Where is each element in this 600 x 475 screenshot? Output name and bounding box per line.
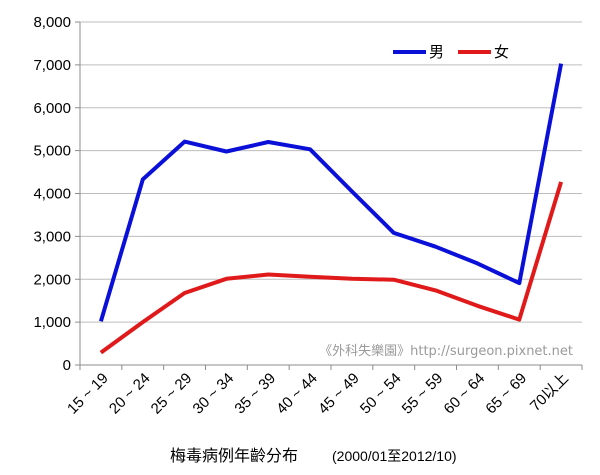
series-line-0 (98, 63, 564, 322)
y-tick-label: 2,000 (33, 271, 71, 288)
y-tick-label: 4,000 (33, 186, 71, 203)
series-line-1 (99, 181, 564, 355)
x-tick-label: 40 ~ 44 (273, 370, 321, 418)
legend: 男 女 (393, 43, 509, 61)
legend-label-female: 女 (494, 43, 509, 61)
x-tick-label: 55 ~ 59 (399, 370, 447, 418)
legend-label-male: 男 (429, 43, 444, 61)
x-tick-label: 50 ~ 54 (357, 370, 405, 418)
x-tick-label: 25 ~ 29 (148, 370, 196, 418)
x-tick-label: 45 ~ 49 (315, 370, 363, 418)
y-tick-label: 8,000 (33, 14, 71, 31)
y-tick-label: 6,000 (33, 100, 71, 117)
series-lines (98, 63, 564, 355)
x-tick-label: 65 ~ 69 (482, 370, 530, 418)
watermark-text: 《外科失樂園》http://surgeon.pixnet.net (319, 343, 573, 359)
x-tick-label: 70以上 (527, 370, 572, 415)
y-tick-labels: 0 1,000 2,000 3,000 4,000 5,000 6,000 7,000 8,00… (33, 14, 71, 374)
x-tick-label: 20 ~ 24 (106, 370, 154, 418)
x-tick-label: 35 ~ 39 (231, 370, 279, 418)
axes (75, 21, 583, 370)
x-axis-label: 梅毒病例年齡分布 (170, 446, 298, 465)
y-tick-label: 7,000 (33, 57, 71, 74)
y-tick-label: 3,000 (33, 228, 71, 245)
x-tick-label: 15 ~ 19 (64, 370, 112, 418)
y-tick-label: 1,000 (33, 314, 71, 331)
y-tick-label: 0 (63, 357, 71, 374)
x-axis-sublabel: (2000/01至2012/10) (332, 448, 457, 464)
y-tick-label: 5,000 (33, 143, 71, 160)
gridlines (80, 21, 582, 323)
x-axis-title: 梅毒病例年齡分布 (2000/01至2012/10) (170, 446, 457, 465)
x-tick-label: 30 ~ 34 (190, 370, 238, 418)
x-tick-label: 60 ~ 64 (441, 370, 489, 418)
